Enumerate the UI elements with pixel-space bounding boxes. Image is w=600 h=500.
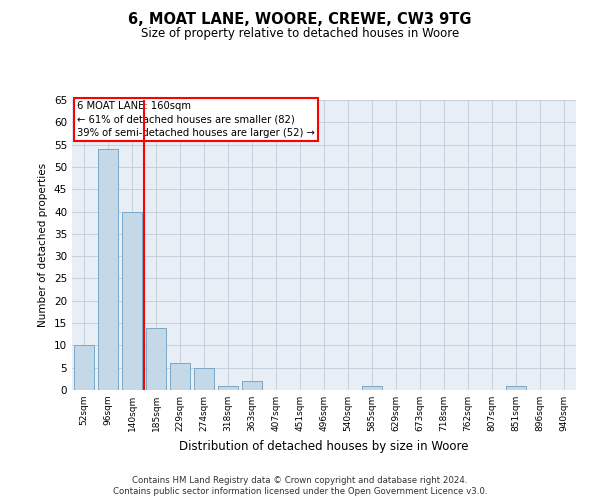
Text: Contains HM Land Registry data © Crown copyright and database right 2024.: Contains HM Land Registry data © Crown c… [132, 476, 468, 485]
Text: 6 MOAT LANE: 160sqm
← 61% of detached houses are smaller (82)
39% of semi-detach: 6 MOAT LANE: 160sqm ← 61% of detached ho… [77, 102, 315, 138]
Bar [98, 149, 118, 390]
Text: Contains public sector information licensed under the Open Government Licence v3: Contains public sector information licen… [113, 488, 487, 496]
Bar [146, 328, 166, 390]
X-axis label: Distribution of detached houses by size in Woore: Distribution of detached houses by size … [179, 440, 469, 452]
Text: 6, MOAT LANE, WOORE, CREWE, CW3 9TG: 6, MOAT LANE, WOORE, CREWE, CW3 9TG [128, 12, 472, 28]
Bar [194, 368, 214, 390]
Bar [506, 386, 526, 390]
Bar [242, 381, 262, 390]
Text: Size of property relative to detached houses in Woore: Size of property relative to detached ho… [141, 28, 459, 40]
Bar [170, 363, 190, 390]
Bar [218, 386, 238, 390]
Bar [362, 386, 382, 390]
Bar [122, 212, 142, 390]
Bar [74, 346, 94, 390]
Y-axis label: Number of detached properties: Number of detached properties [38, 163, 49, 327]
